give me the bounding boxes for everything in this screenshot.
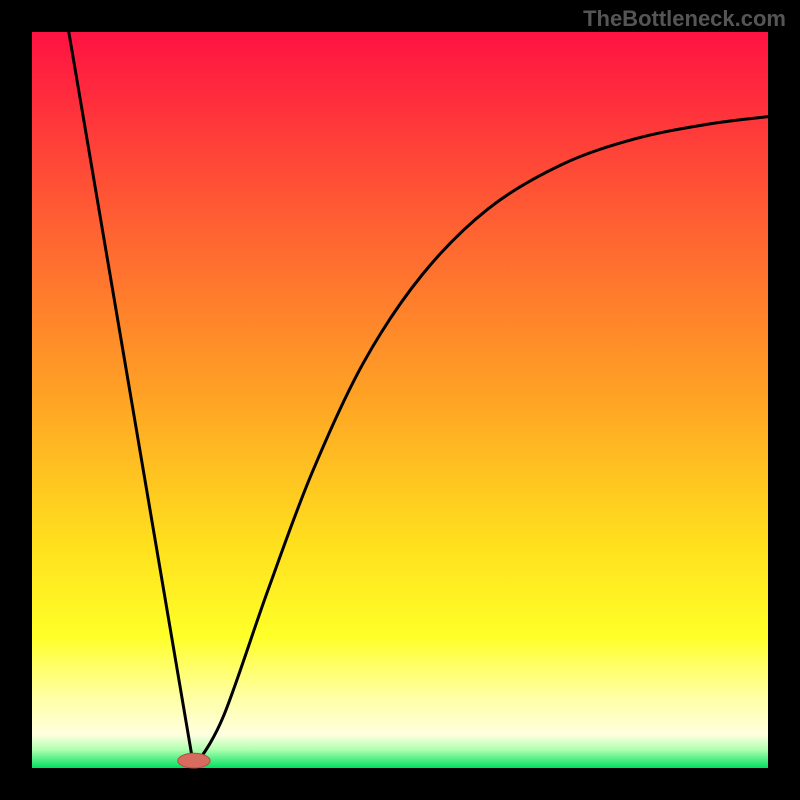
- minimum-marker: [178, 753, 210, 768]
- bottleneck-chart: [0, 0, 800, 800]
- chart-container: TheBottleneck.com: [0, 0, 800, 800]
- watermark-text: TheBottleneck.com: [583, 6, 786, 32]
- plot-background: [32, 32, 768, 768]
